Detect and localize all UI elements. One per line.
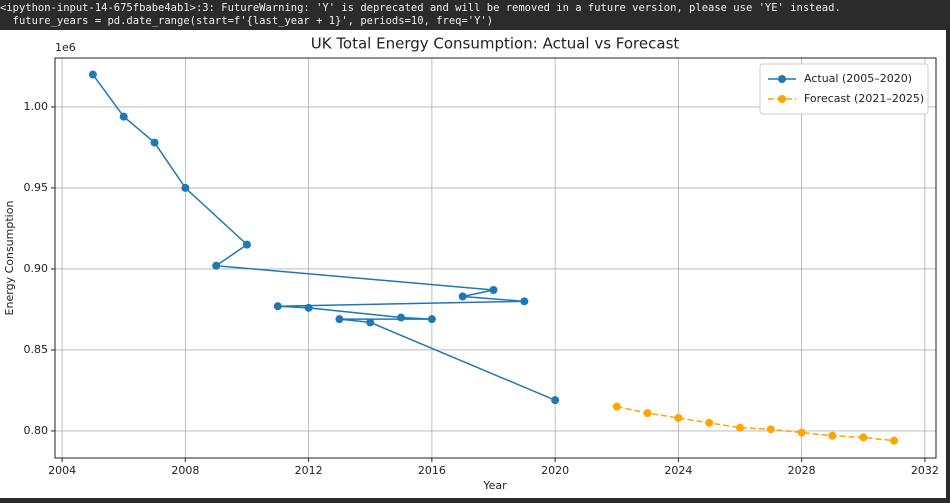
x-tick-label: 2028	[788, 464, 816, 477]
data-point	[242, 240, 251, 249]
data-point	[705, 418, 714, 427]
y-tick-label: 0.90	[24, 262, 49, 275]
data-point	[150, 138, 159, 147]
x-tick-label: 2024	[664, 464, 692, 477]
warning-line: future_years = pd.date_range(start=f'{la…	[0, 15, 494, 27]
data-point	[489, 285, 498, 294]
data-point	[612, 402, 621, 411]
data-point	[119, 112, 128, 121]
x-tick-label: 2016	[418, 464, 446, 477]
series-line	[616, 405, 895, 442]
data-point	[859, 433, 868, 442]
data-point	[551, 396, 560, 405]
y-tick-label: 1.00	[24, 100, 49, 113]
x-tick-label: 2012	[295, 464, 323, 477]
data-point	[828, 431, 837, 440]
data-point	[520, 297, 529, 306]
y-tick-label: 0.95	[24, 181, 49, 194]
data-point	[212, 261, 221, 270]
chart: UK Total Energy Consumption: Actual vs F…	[0, 30, 946, 498]
y-offset-label: 1e6	[55, 41, 76, 54]
series-line	[92, 74, 556, 401]
data-point	[766, 425, 775, 434]
x-tick-label: 2032	[911, 464, 939, 477]
data-point	[397, 313, 406, 322]
data-point	[304, 303, 313, 312]
y-axis-label: Energy Consumption	[3, 201, 16, 316]
legend-label: Actual (2005–2020)	[804, 72, 912, 85]
warning-output: <ipython-input-14-675fbabe4ab1>:3: Futur…	[0, 0, 950, 30]
y-tick-label: 0.85	[24, 343, 49, 356]
data-point	[674, 413, 683, 422]
legend-marker	[778, 95, 786, 103]
y-tick-label: 0.80	[24, 424, 49, 437]
plot-frame	[54, 57, 937, 459]
x-tick-label: 2008	[171, 464, 199, 477]
data-point	[890, 436, 899, 445]
data-point	[427, 315, 436, 324]
x-axis-label: Year	[482, 479, 507, 492]
data-point	[88, 70, 97, 79]
legend-box	[759, 63, 929, 115]
x-tick-label: 2004	[48, 464, 76, 477]
legend-marker	[778, 75, 786, 83]
data-point	[797, 428, 806, 437]
legend-label: Forecast (2021–2025)	[804, 92, 924, 105]
warning-line: <ipython-input-14-675fbabe4ab1>:3: Futur…	[0, 2, 841, 14]
data-point	[458, 292, 467, 301]
data-point	[366, 318, 375, 327]
chart-title: UK Total Energy Consumption: Actual vs F…	[311, 35, 680, 53]
data-point	[736, 423, 745, 432]
data-point	[335, 315, 344, 324]
data-point	[643, 409, 652, 418]
data-point	[181, 183, 190, 192]
x-tick-label: 2020	[541, 464, 569, 477]
data-point	[273, 302, 282, 311]
